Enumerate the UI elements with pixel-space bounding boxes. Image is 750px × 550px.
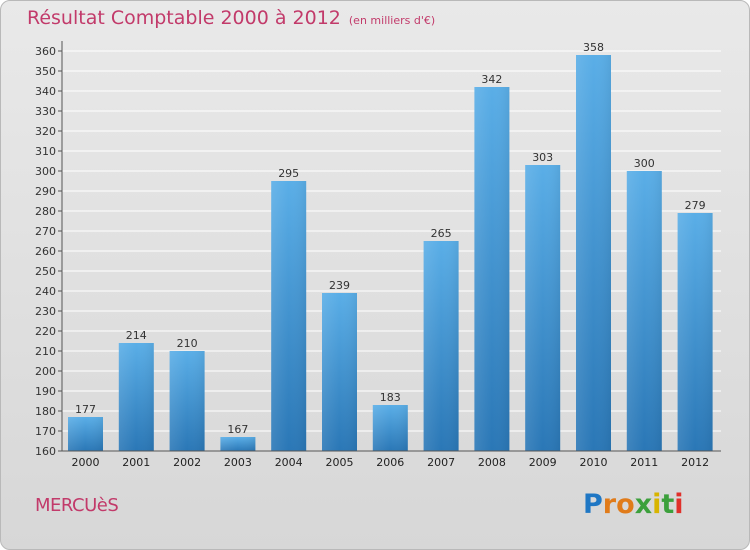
chart-title-text: Résultat Comptable 2000 à 2012	[27, 7, 341, 29]
y-tick-label: 290	[35, 185, 56, 198]
bar-shade	[220, 437, 256, 451]
value-label: 295	[278, 167, 299, 180]
x-tick-label: 2001	[122, 456, 150, 469]
value-label: 279	[685, 199, 706, 212]
bar-shade	[576, 55, 611, 451]
logo-letter: t	[661, 489, 675, 520]
y-tick-label: 210	[35, 345, 56, 358]
value-label: 239	[329, 279, 350, 292]
y-tick-label: 230	[35, 305, 56, 318]
y-tick-label: 260	[35, 245, 56, 258]
logo-letter: o	[616, 489, 635, 520]
y-tick-label: 360	[35, 45, 56, 58]
chart-title: Résultat Comptable 2000 à 2012 (en millie…	[27, 7, 435, 29]
x-tick-label: 2009	[529, 456, 557, 469]
y-tick-label: 350	[35, 65, 56, 78]
value-label: 183	[380, 391, 401, 404]
bar-shade	[525, 165, 561, 451]
value-label: 214	[126, 329, 147, 342]
value-label: 342	[481, 73, 502, 86]
y-tick-label: 170	[35, 425, 56, 438]
x-tick-label: 2011	[630, 456, 658, 469]
y-tick-label: 200	[35, 365, 56, 378]
bar-shade	[423, 241, 459, 451]
value-label: 303	[532, 151, 553, 164]
bar-shade	[372, 405, 408, 451]
x-tick-label: 2007	[427, 456, 455, 469]
y-tick-label: 310	[35, 145, 56, 158]
y-tick-label: 250	[35, 265, 56, 278]
value-label: 300	[634, 157, 655, 170]
x-tick-label: 2003	[224, 456, 252, 469]
logo-letter: P	[583, 489, 603, 520]
y-tick-label: 240	[35, 285, 56, 298]
y-tick-label: 220	[35, 325, 56, 338]
bar-shade	[322, 293, 357, 451]
bar-shade	[626, 171, 662, 451]
y-tick-label: 160	[35, 445, 56, 458]
proxiti-logo: Proxiti	[583, 489, 684, 520]
x-tick-label: 2005	[326, 456, 354, 469]
x-tick-label: 2008	[478, 456, 506, 469]
bar-shade	[474, 87, 510, 451]
x-tick-label: 2002	[173, 456, 201, 469]
bar-layer	[68, 55, 713, 451]
y-tick-label: 340	[35, 85, 56, 98]
x-tick-label: 2004	[275, 456, 303, 469]
y-tick-label: 280	[35, 205, 56, 218]
bar-shade	[118, 343, 154, 451]
bar-shade	[271, 181, 307, 451]
value-label: 265	[431, 227, 452, 240]
x-tick-label: 2012	[681, 456, 709, 469]
value-label: 177	[75, 403, 96, 416]
bar-shade	[68, 417, 103, 451]
y-tick-label: 180	[35, 405, 56, 418]
y-tick-label: 300	[35, 165, 56, 178]
value-label: 210	[177, 337, 198, 350]
y-tick-label: 330	[35, 105, 56, 118]
logo-letter: x	[634, 489, 653, 520]
value-label: 167	[227, 423, 248, 436]
chart-subtitle: (en milliers d'€)	[348, 14, 436, 27]
x-tick-label: 2006	[376, 456, 404, 469]
bar-shade	[677, 213, 713, 451]
x-tick-label: 2000	[72, 456, 100, 469]
logo-letter: i	[674, 489, 684, 520]
town-name: MERCUèS	[35, 495, 119, 516]
label-layer: 160 170 180 190 200 210 220 230 240 250 260 270 280 2…	[35, 41, 709, 469]
bar-shade	[169, 351, 205, 451]
logo-letter: r	[602, 489, 617, 520]
value-label: 358	[583, 41, 604, 54]
x-tick-label: 2010	[580, 456, 608, 469]
y-tick-label: 320	[35, 125, 56, 138]
logo-letter: i	[652, 489, 662, 520]
y-tick-label: 190	[35, 385, 56, 398]
y-tick-label: 270	[35, 225, 56, 238]
